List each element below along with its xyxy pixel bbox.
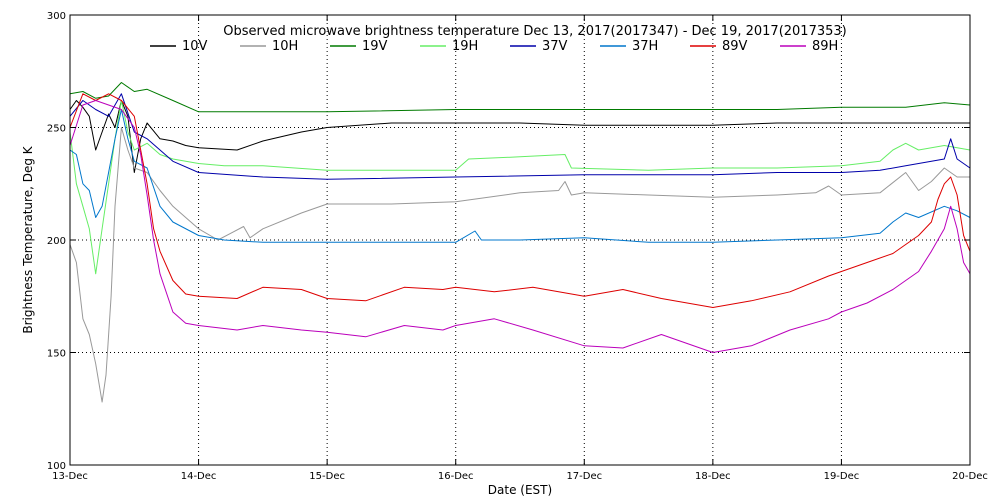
legend-label-10h: 10H (272, 39, 298, 54)
series-line-89h (69, 100, 971, 353)
x-tick-label: 13-Dec (52, 471, 88, 482)
series-line-37h (69, 109, 971, 243)
y-axis-ticks: 100 150 200 250 300 (47, 11, 970, 472)
y-tick-label: 250 (47, 124, 66, 135)
legend-label-10v: 10V (182, 39, 208, 54)
series-line-19h (69, 100, 971, 275)
y-tick-label: 300 (47, 11, 66, 22)
x-tick-label: 18-Dec (695, 471, 731, 482)
series-line-10v (69, 100, 970, 173)
series-line-19v (69, 82, 971, 113)
x-axis-ticks: 13-Dec 14-Dec 15-Dec 16-Dec 17-Dec 18-Dec 19-D… (52, 15, 988, 482)
legend-label-37h: 37H (632, 39, 658, 54)
x-tick-label: 17-Dec (566, 471, 602, 482)
grid-lines (70, 15, 970, 465)
chart-legend: 10V 10H 19V 19H 37V 37H 89V 89H (150, 39, 838, 54)
x-axis-title: Date (EST) (488, 483, 552, 497)
x-tick-label: 16-Dec (438, 471, 474, 482)
x-tick-label: 14-Dec (181, 471, 217, 482)
x-tick-label: 19-Dec (824, 471, 860, 482)
chart-title: Observed microwave brightness temperatur… (223, 24, 847, 39)
series-line-37v (69, 93, 971, 180)
series-line-89v (69, 93, 971, 308)
legend-label-19v: 19V (362, 39, 388, 54)
x-tick-label: 15-Dec (309, 471, 345, 482)
y-tick-label: 150 (47, 349, 66, 360)
x-tick-label: 20-Dec (952, 471, 988, 482)
legend-label-37v: 37V (542, 39, 568, 54)
y-tick-label: 200 (47, 236, 66, 247)
legend-label-19h: 19H (452, 39, 478, 54)
y-axis-title: Brightness Temperature, Deg K (21, 145, 35, 333)
series-lines (69, 82, 971, 403)
series-line-10h (69, 127, 970, 403)
y-tick-label: 100 (47, 461, 66, 472)
legend-label-89h: 89H (812, 39, 838, 54)
legend-label-89v: 89V (722, 39, 748, 54)
